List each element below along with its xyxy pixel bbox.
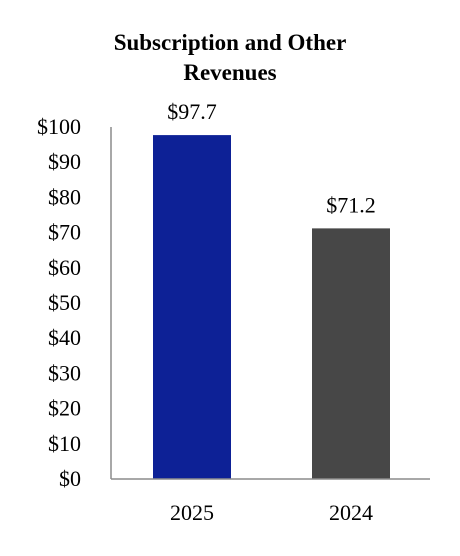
bar-2024 xyxy=(312,228,390,479)
x-tick-label: 2025 xyxy=(170,500,214,525)
y-tick-label: $90 xyxy=(48,149,81,174)
y-tick-label: $70 xyxy=(48,220,81,245)
y-tick-label: $10 xyxy=(48,431,81,456)
x-tick-label: 2024 xyxy=(329,500,373,525)
y-tick-label: $50 xyxy=(48,290,81,315)
data-label: $97.7 xyxy=(167,99,217,124)
data-labels: $97.7 $71.2 xyxy=(167,99,376,217)
data-label: $71.2 xyxy=(326,192,376,217)
bars xyxy=(153,135,390,479)
chart-title: Subscription and Other Revenues xyxy=(0,28,460,88)
chart-title-line-1: Subscription and Other xyxy=(113,30,347,55)
x-tick-labels: 2025 2024 xyxy=(170,500,373,525)
y-tick-label: $40 xyxy=(48,325,81,350)
y-tick-label: $100 xyxy=(37,114,81,139)
y-tick-label: $20 xyxy=(48,396,81,421)
bar-2025 xyxy=(153,135,231,479)
chart-title-line-2: Revenues xyxy=(183,60,277,85)
y-tick-labels: $0 $10 $20 $30 $40 $50 $60 $70 $80 $90 $100 xyxy=(37,114,81,491)
y-tick-label: $80 xyxy=(48,184,81,209)
y-tick-label: $0 xyxy=(59,466,81,491)
y-tick-label: $30 xyxy=(48,360,81,385)
y-tick-label: $60 xyxy=(48,255,81,280)
